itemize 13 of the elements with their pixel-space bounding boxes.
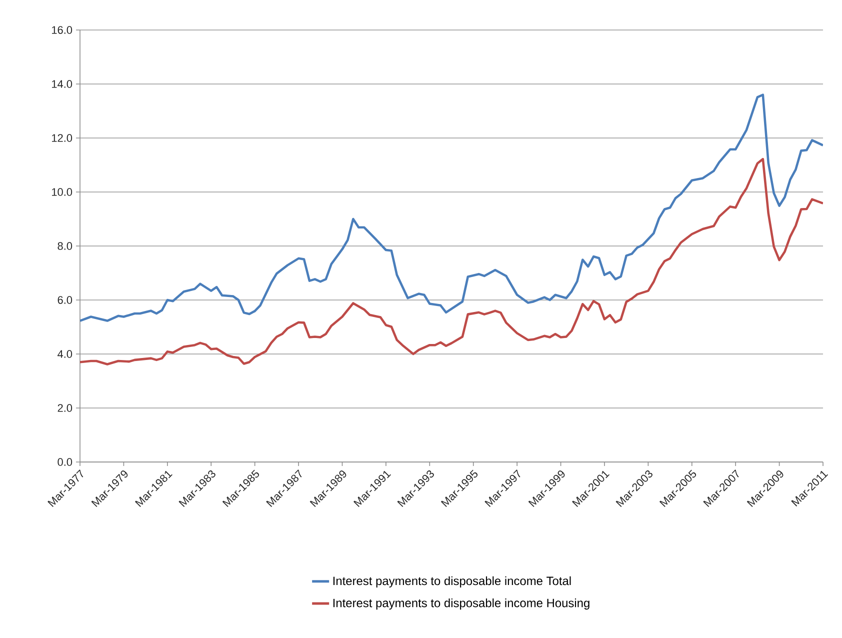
legend-label: Interest payments to disposable income Housing (333, 598, 590, 610)
y-tick-label: 0.0 (58, 458, 72, 466)
y-tick-label: 8.0 (58, 242, 72, 250)
y-tick-label: 10.0 (52, 188, 72, 196)
y-tick-label: 12.0 (52, 134, 72, 142)
line-series (80, 94, 824, 322)
legend-label: Interest payments to disposable income Total (333, 576, 571, 588)
y-tick-label: 16.0 (52, 26, 72, 34)
line-series (80, 158, 824, 366)
y-tick-label: 6.0 (58, 296, 72, 304)
y-tick-label: 14.0 (52, 80, 72, 88)
y-tick-label: 2.0 (58, 404, 72, 412)
y-tick-label: 4.0 (58, 350, 72, 358)
